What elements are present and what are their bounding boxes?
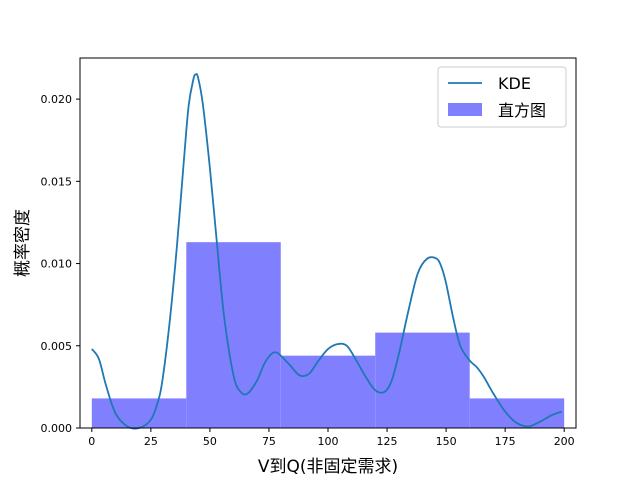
y-tick-label: 0.020	[41, 93, 73, 106]
legend-histogram-label: 直方图	[498, 101, 546, 120]
histogram-bar	[280, 355, 376, 428]
y-tick-label: 0.000	[41, 422, 73, 435]
y-tick-label: 0.010	[41, 258, 73, 271]
x-tick-label: 50	[203, 435, 217, 448]
legend-kde-label: KDE	[498, 74, 531, 93]
x-axis-label: V到Q(非固定需求)	[258, 457, 398, 477]
histogram-bar	[186, 242, 281, 428]
x-tick-label: 0	[88, 435, 95, 448]
x-tick-label: 150	[436, 435, 457, 448]
y-tick-label: 0.015	[41, 175, 73, 188]
x-tick-label: 175	[495, 435, 516, 448]
legend-histogram-swatch	[448, 103, 482, 116]
legend: KDE 直方图	[437, 66, 567, 128]
axes: 0 25 50 75 100 125 150 175 200 0.000 0.005 0.010 0.0…	[41, 57, 577, 448]
x-tick-label: 125	[377, 435, 398, 448]
kde-line	[91, 73, 563, 430]
histogram-bar	[375, 332, 470, 428]
y-axis-label: 概率密度	[13, 209, 33, 277]
x-tick-label: 200	[554, 435, 575, 448]
plot-area	[91, 73, 565, 430]
y-tick-label: 0.005	[41, 340, 73, 353]
x-tick-label: 75	[262, 435, 276, 448]
x-tick-label: 100	[318, 435, 339, 448]
histogram-bar	[91, 398, 187, 428]
x-tick-label: 25	[144, 435, 158, 448]
